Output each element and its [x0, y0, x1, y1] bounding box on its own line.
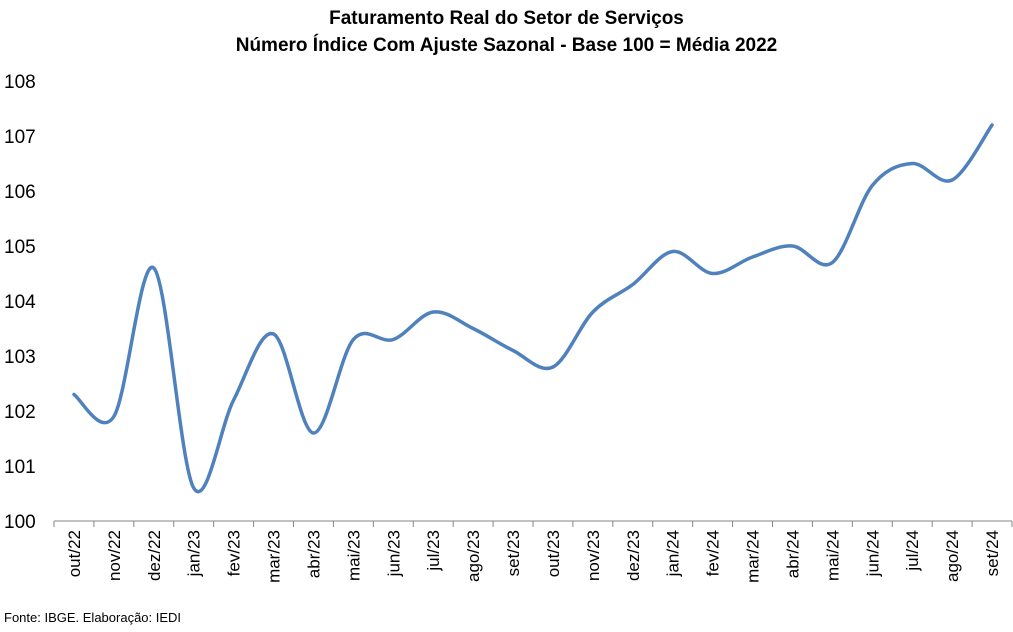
x-tick-label: set/23	[504, 530, 523, 576]
y-tick-label: 103	[4, 347, 36, 368]
x-tick-label: jun/23	[384, 530, 403, 577]
chart-subtitle: Número Índice Com Ajuste Sazonal - Base …	[235, 35, 778, 56]
y-tick-label: 107	[4, 127, 36, 148]
x-tick-label: jun/24	[863, 530, 882, 577]
x-tick-label: nov/22	[105, 530, 124, 581]
y-tick-label: 108	[4, 72, 36, 93]
x-tick-label: set/24	[983, 530, 1002, 576]
x-tick-label: dez/23	[624, 530, 643, 581]
y-tick-label: 100	[4, 512, 36, 533]
y-tick-label: 106	[4, 182, 36, 203]
x-tick-label: out/23	[544, 530, 563, 577]
y-tick-label: 104	[4, 292, 36, 313]
y-tick-label: 101	[4, 457, 36, 478]
x-tick-label: ago/24	[943, 530, 962, 582]
x-tick-label: out/22	[65, 530, 84, 577]
y-axis: 100 101 102 103 104 105 106 107 108	[4, 72, 36, 533]
x-tick-label: mai/24	[823, 530, 842, 581]
x-tick-label: jan/24	[664, 530, 683, 577]
chart-title: Faturamento Real do Setor de Serviços	[329, 8, 684, 29]
x-tick-label: mai/23	[344, 530, 363, 581]
x-axis: out/22 nov/22 dez/22 jan/23 fev/23 mar/23 abr/…	[53, 520, 1013, 583]
x-tick-label: nov/23	[584, 530, 603, 581]
x-tick-label: ago/23	[464, 530, 483, 582]
x-tick-label: mar/23	[265, 530, 284, 583]
x-tick-label: abr/24	[783, 530, 802, 578]
source-note: Fonte: IBGE. Elaboração: IEDI	[4, 610, 182, 625]
y-tick-label: 105	[4, 237, 36, 258]
x-tick-label: fev/24	[704, 530, 723, 576]
y-tick-label: 102	[4, 402, 36, 423]
x-tick-label: jul/24	[903, 530, 922, 572]
x-tick-label: jan/23	[185, 530, 204, 577]
x-tick-label: jul/23	[424, 530, 443, 572]
x-tick-label: fev/23	[225, 530, 244, 576]
x-tick-label: dez/22	[145, 530, 164, 581]
x-tick-label: abr/23	[304, 530, 323, 578]
x-tick-label: mar/24	[744, 530, 763, 583]
series-line	[72, 123, 994, 494]
plot-area	[72, 123, 994, 494]
